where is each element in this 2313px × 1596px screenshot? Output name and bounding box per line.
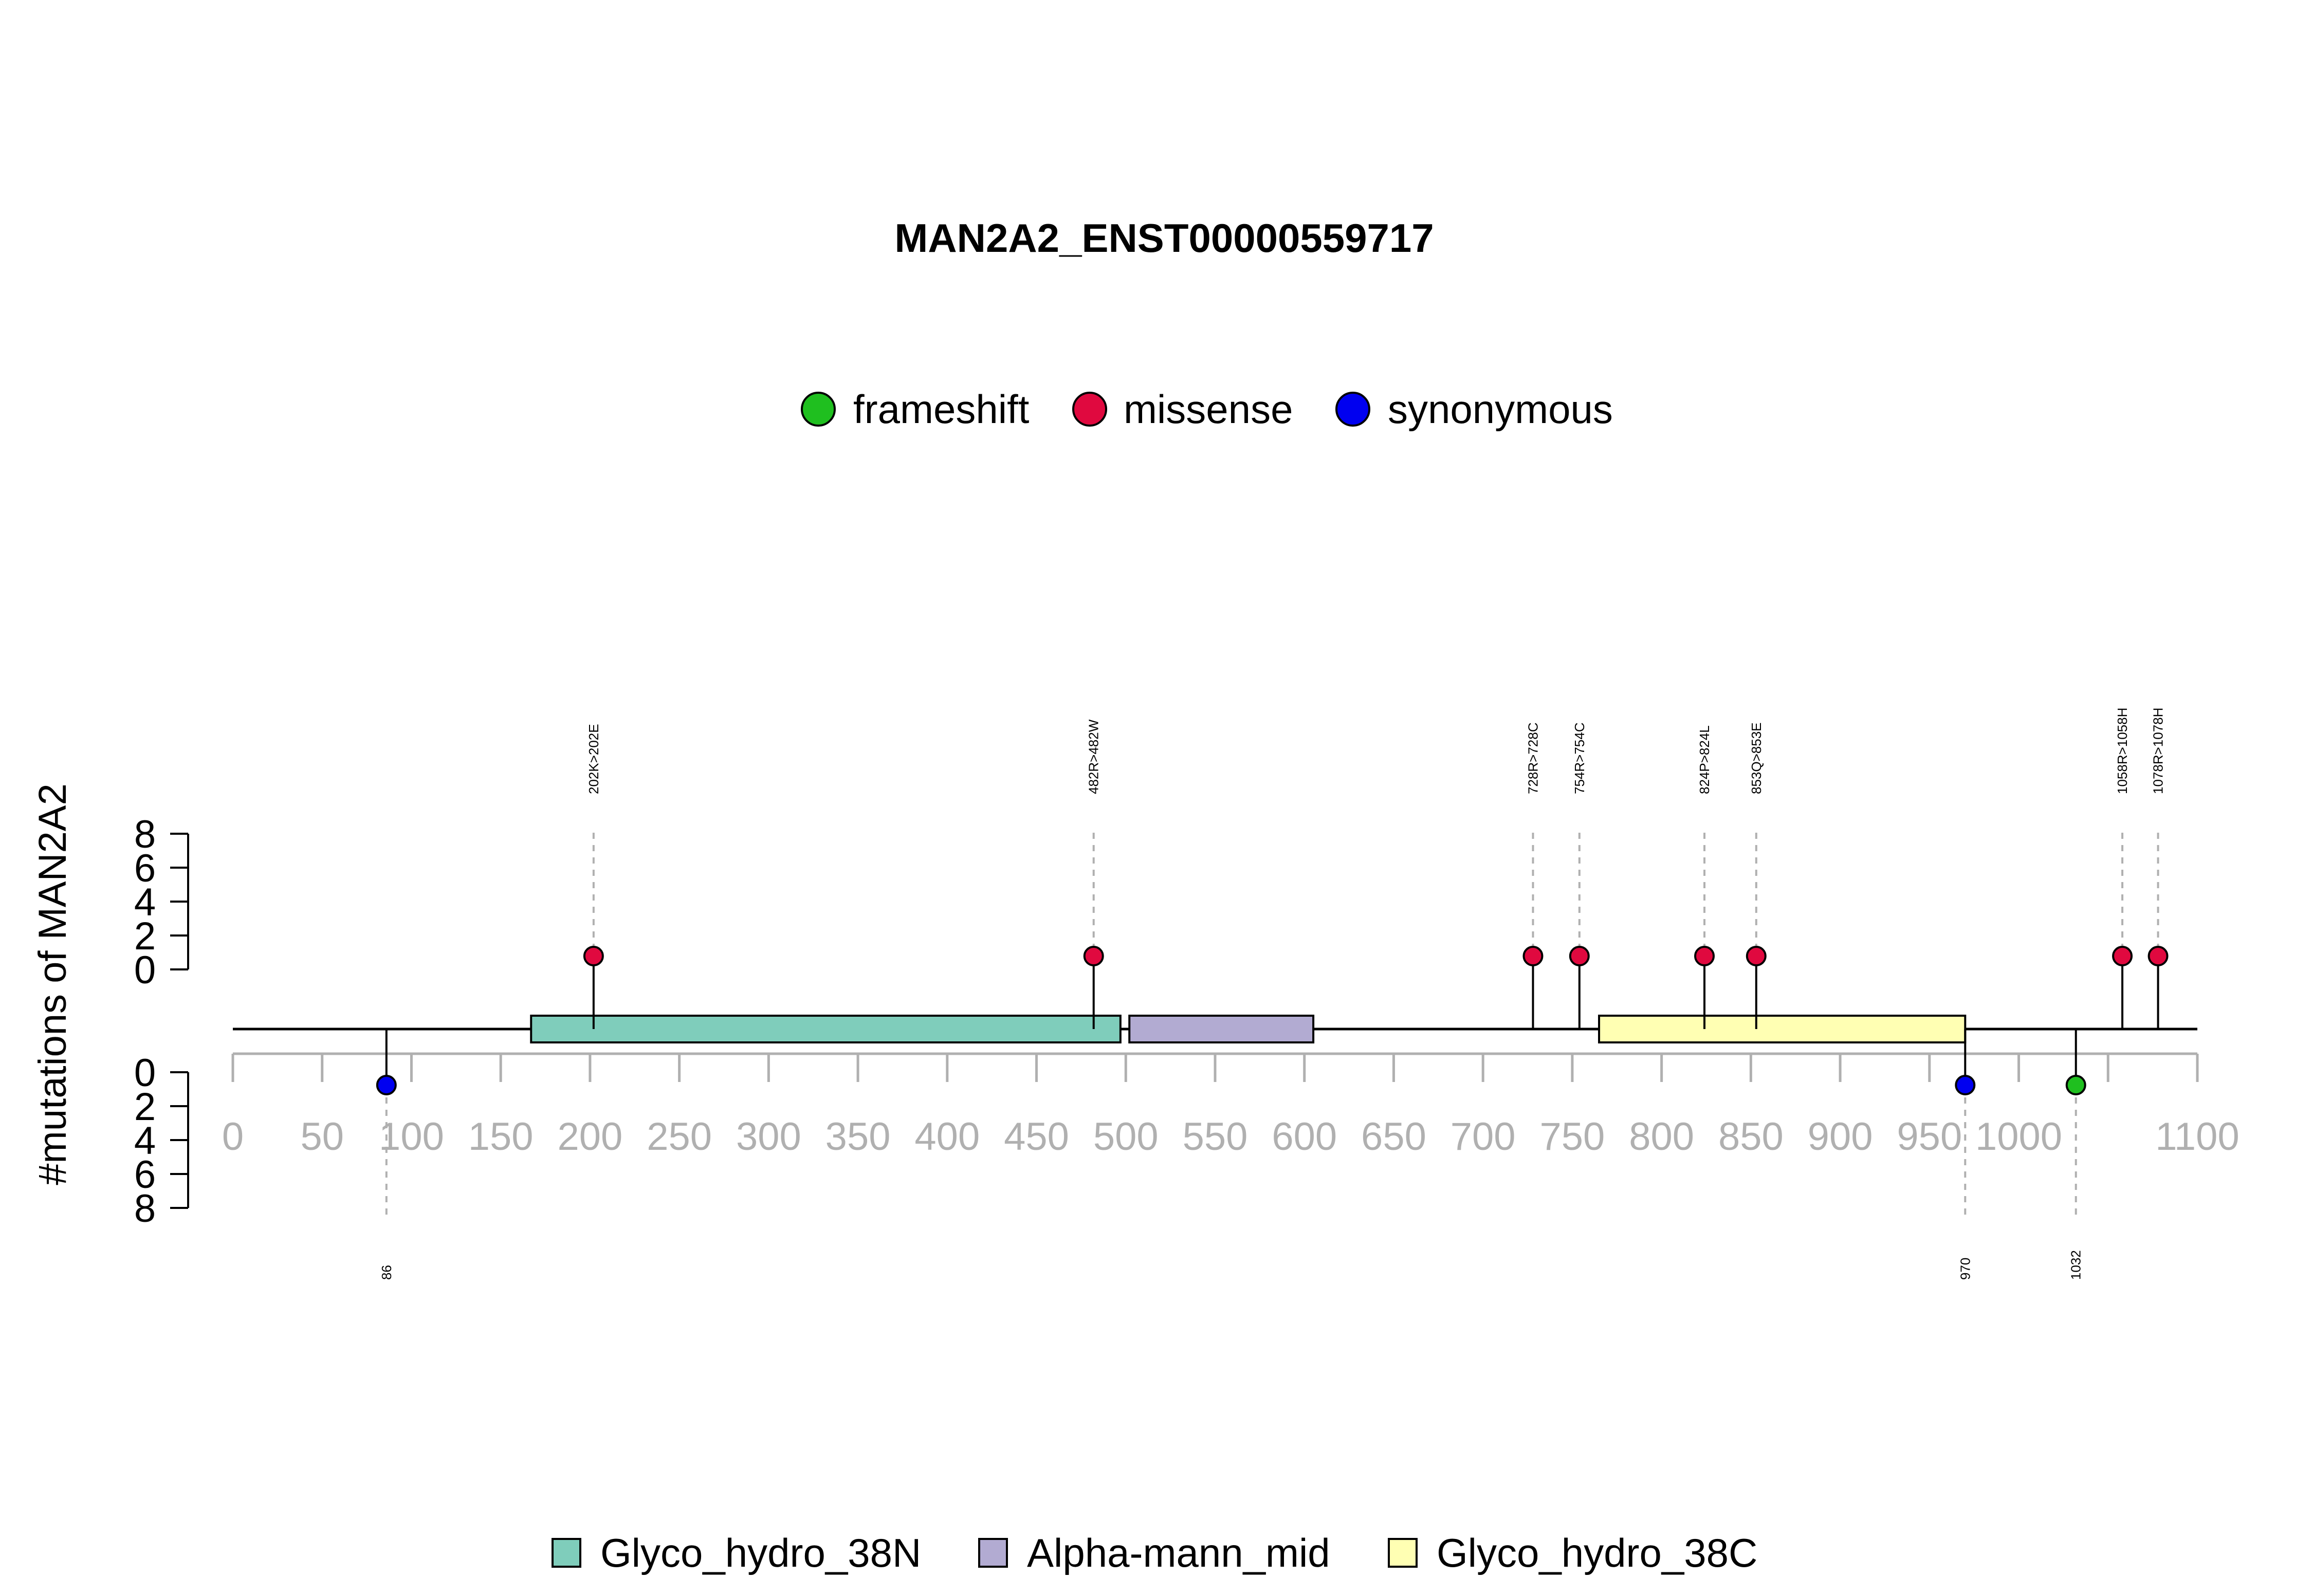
x-tick-label: 0: [222, 1115, 244, 1159]
mutation-legend: frameshift missense synonymous: [801, 387, 1613, 432]
x-tick-label: 700: [1451, 1115, 1516, 1159]
y-tick-label: 6: [134, 1153, 156, 1197]
legend-marker-missense: [1072, 392, 1107, 427]
mutation-label: 754R>754C: [1572, 723, 1587, 795]
y-tick-label: 8: [134, 1187, 156, 1231]
domain-Glyco_hydro_38N: [530, 1015, 1122, 1043]
y-tick-label: 4: [134, 880, 156, 924]
legend-marker-synonymous: [1335, 392, 1370, 427]
legend-marker-frameshift: [801, 392, 836, 427]
mutation-label: 853Q>853E: [1749, 722, 1764, 794]
mutation-point: [2147, 946, 2169, 966]
mutation-label: 1058R>1058H: [2115, 708, 2130, 794]
mutations-below: 86 970 1032: [376, 1029, 2086, 1280]
mutation-point: [1522, 946, 1544, 966]
x-tick-label: 450: [1004, 1115, 1069, 1159]
chart-title: MAN2A2_ENST00000559717: [894, 215, 1434, 261]
x-tick-label: 1000: [1975, 1115, 2062, 1159]
mutation-point: [583, 946, 604, 966]
mutation-label: 1078R>1078H: [2151, 708, 2166, 794]
mutation-label: 482R>482W: [1086, 719, 1102, 794]
x-tick-label: 250: [647, 1115, 712, 1159]
domain-legend-label-Glyco_hydro_38N: Glyco_hydro_38N: [600, 1530, 921, 1575]
x-tick-label: 500: [1093, 1115, 1159, 1159]
x-tick-label: 1100: [2155, 1115, 2239, 1159]
mutation-label: 970: [1957, 1258, 1973, 1280]
domain-legend-swatch-Glyco_hydro_38C: [1388, 1538, 1418, 1568]
x-tick-label: 600: [1272, 1115, 1337, 1159]
x-tick-label: 650: [1361, 1115, 1426, 1159]
domain-Glyco_hydro_38C: [1598, 1015, 1967, 1043]
mutation-label: 86: [379, 1265, 394, 1280]
legend-label-frameshift: frameshift: [853, 387, 1030, 432]
mutation-point: [1955, 1075, 1976, 1095]
x-tick-label: 200: [558, 1115, 623, 1159]
mutation-point: [376, 1075, 397, 1095]
legend-label-missense: missense: [1124, 387, 1293, 432]
mutation-point: [1746, 946, 1767, 966]
x-tick-label: 150: [468, 1115, 534, 1159]
mutation-point: [1083, 946, 1104, 966]
x-tick-label: 300: [736, 1115, 801, 1159]
x-tick-label: 400: [914, 1115, 980, 1159]
y-tick-label: 4: [134, 1119, 156, 1163]
x-tick-label: 350: [825, 1115, 891, 1159]
mutation-label: 202K>202E: [586, 724, 601, 794]
legend-label-synonymous: synonymous: [1388, 387, 1613, 432]
mutation-label: 824P>824L: [1697, 725, 1712, 794]
mutation-point: [2112, 946, 2133, 966]
y-tick-label: 2: [134, 914, 156, 958]
x-tick-label: 900: [1808, 1115, 1873, 1159]
x-tick-label: 950: [1897, 1115, 1962, 1159]
y-tick-label: 0: [134, 948, 156, 992]
domain-boxes: [530, 1015, 1967, 1043]
domain-Alpha-mann_mid: [1128, 1015, 1315, 1043]
domain-legend: Glyco_hydro_38N Alpha-mann_mid Glyco_hydro…: [552, 1530, 1757, 1575]
mutation-point: [1569, 946, 1590, 966]
y-tick-label: 2: [134, 1085, 156, 1129]
domain-legend-swatch-Glyco_hydro_38N: [552, 1538, 581, 1568]
x-tick-label: 850: [1718, 1115, 1784, 1159]
mutations-above: 202K>202E 482R>482W 728R>728C 754R>754C 824P…: [583, 708, 2169, 1029]
domain-legend-label-Alpha-mann_mid: Alpha-mann_mid: [1027, 1530, 1330, 1575]
x-axis: 0 50 100 150 200 250 300 350 400 450 500 550 600 650 7…: [222, 1052, 2239, 1159]
y-tick-label: 8: [134, 813, 156, 856]
x-tick-label: 550: [1183, 1115, 1248, 1159]
mutation-label: 1032: [2068, 1250, 2084, 1280]
x-tick-label: 50: [300, 1115, 344, 1159]
y-tick-label: 0: [134, 1051, 156, 1095]
mutation-label: 728R>728C: [1525, 723, 1540, 795]
domain-legend-swatch-Alpha-mann_mid: [978, 1538, 1008, 1568]
y-tick-label: 6: [134, 847, 156, 890]
x-tick-label: 100: [379, 1115, 444, 1159]
y-axis-label: #mutations of MAN2A2: [31, 783, 75, 1185]
x-tick-label: 750: [1540, 1115, 1605, 1159]
mutation-point: [2065, 1075, 2086, 1095]
domain-legend-label-Glyco_hydro_38C: Glyco_hydro_38C: [1437, 1530, 1757, 1575]
mutation-point: [1694, 946, 1715, 966]
x-tick-label: 800: [1629, 1115, 1694, 1159]
